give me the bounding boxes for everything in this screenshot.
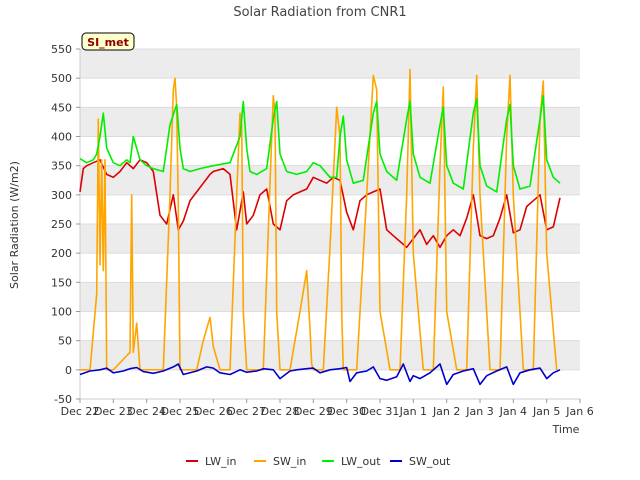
x-tick-label: Dec 25 [161, 405, 200, 418]
x-tick-label: Dec 27 [227, 405, 266, 418]
x-tick-label: Jan 4 [499, 405, 527, 418]
plot-background [80, 48, 580, 400]
y-tick-label: 250 [51, 218, 72, 231]
grid-band [80, 136, 580, 166]
x-tick-label: Dec 31 [361, 405, 400, 418]
series-line-sw-in [80, 68, 558, 371]
x-axis-label: Time [552, 423, 580, 436]
y-axis: -50 0 50 100 150 200 250 300 350 400 450 500 550 [51, 43, 80, 406]
x-tick-label: Jan 3 [465, 405, 493, 418]
grid-band [80, 340, 580, 370]
x-tick-label: Jan 6 [565, 405, 593, 418]
grid-band [80, 49, 580, 79]
grid-band [80, 311, 580, 341]
y-tick-label: 350 [51, 160, 72, 173]
y-axis-label: Solar Radiation (W/m2) [8, 161, 21, 289]
series-line-lw-in [79, 159, 561, 249]
legend: LW_in SW_in LW_out SW_out [186, 455, 451, 468]
x-tick-label: Dec 29 [294, 405, 333, 418]
y-tick-label: 0 [65, 364, 72, 377]
y-tick-label: 500 [51, 72, 72, 85]
grid-band [80, 369, 580, 399]
x-tick-label: Jan 2 [432, 405, 460, 418]
x-tick-label: Jan 5 [532, 405, 560, 418]
y-tick-label: -50 [54, 393, 72, 406]
y-tick-label: 200 [51, 247, 72, 260]
y-tick-label: 100 [51, 306, 72, 319]
y-tick-label: 150 [51, 276, 72, 289]
series-line-sw-out [79, 363, 561, 386]
x-tick-label: Jan 1 [399, 405, 427, 418]
x-tick-label: Dec 28 [261, 405, 300, 418]
y-tick-label: 50 [58, 335, 72, 348]
legend-label: LW_in [205, 455, 237, 468]
legend-label: SW_in [273, 455, 306, 468]
y-tick-label: 300 [51, 189, 72, 202]
y-tick-label: 450 [51, 101, 72, 114]
chart-title: Solar Radiation from CNR1 [233, 5, 406, 20]
x-tick-label: Dec 22 [61, 405, 100, 418]
legend-label: SW_out [409, 455, 451, 468]
y-tick-label: 550 [51, 43, 72, 56]
series-line-lw-out [79, 94, 561, 193]
badge-label: SI_met [87, 36, 129, 49]
grid-band [80, 107, 580, 137]
si-met-badge: SI_met [81, 32, 135, 51]
x-tick-label: Dec 24 [127, 405, 166, 418]
series-layer [79, 68, 561, 386]
grid-band [80, 282, 580, 312]
x-tick-label: Dec 23 [94, 405, 133, 418]
x-tick-label: Dec 26 [194, 405, 233, 418]
y-tick-label: 400 [51, 131, 72, 144]
x-tick-label: Dec 30 [327, 405, 366, 418]
grid-band [80, 78, 580, 108]
legend-label: LW_out [341, 455, 381, 468]
